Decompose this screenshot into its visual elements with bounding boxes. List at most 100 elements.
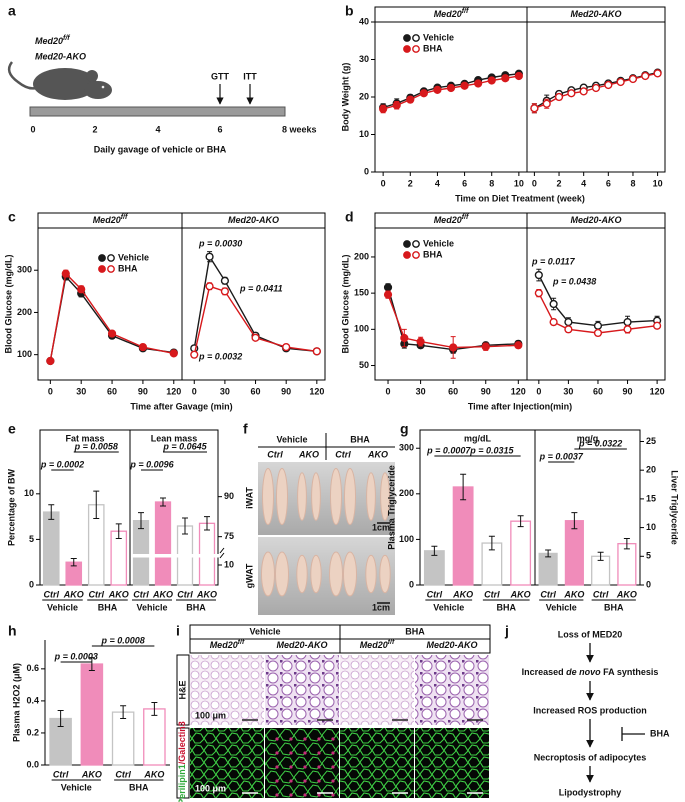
group-label: BHA: [186, 602, 206, 612]
x-tick-label: 60: [448, 386, 458, 396]
annotation: p = 0.0037: [539, 451, 584, 461]
genotype: Ctrl: [267, 449, 283, 459]
error-bar: [204, 516, 210, 531]
error-bar: [160, 497, 166, 507]
x-tick-label: 120: [511, 386, 526, 396]
y-tick-label: 75: [224, 531, 234, 541]
marker: [433, 85, 442, 94]
y-tick-label: 100: [399, 534, 414, 544]
panel-letter: g: [400, 421, 409, 437]
marker: [392, 101, 401, 110]
legend-label: Vehicle: [118, 252, 149, 262]
fat-pad: [311, 472, 321, 521]
y-tick-label: 10: [24, 488, 34, 498]
facet-title: Med20f/f: [434, 8, 469, 19]
marker: [400, 333, 409, 343]
x-tick-label: Ctrl: [133, 589, 149, 599]
side-box: [176, 654, 190, 726]
event-label: ITT: [243, 71, 257, 81]
facet-title-sup: f/f: [462, 8, 469, 15]
x-tick-label: 120: [166, 386, 181, 396]
legend-label: BHA: [423, 43, 443, 53]
plot-frame: [526, 21, 666, 173]
facet-title: mg/g: [577, 433, 599, 443]
marker: [220, 287, 230, 296]
annotation: p = 0.0003: [54, 651, 98, 661]
micrograph: [340, 728, 414, 798]
genotype-sup: f/f: [238, 639, 245, 646]
x-tick-label: AKO: [152, 589, 173, 599]
axis-break: [131, 554, 227, 558]
error-bar: [93, 490, 100, 519]
y-tick-label: 10: [646, 522, 656, 532]
marker: [449, 343, 458, 352]
y-tick-label: 0.6: [26, 663, 39, 673]
facet-title: Med20-AKO: [570, 215, 621, 225]
fat-pad: [344, 468, 356, 525]
facet-title: Lean mass: [151, 433, 198, 443]
x-tick-label: 4: [435, 178, 440, 188]
legend-marker: [403, 34, 411, 42]
bar: [42, 511, 60, 586]
y-tick-label: 15: [646, 493, 656, 503]
annotation: p = 0.0315: [469, 445, 514, 455]
facet-title-text: Med20-AKO: [570, 215, 621, 225]
series-line: [193, 254, 317, 352]
x-tick-label: 120: [650, 386, 665, 396]
marker: [623, 317, 632, 327]
fat-pad: [261, 551, 275, 597]
bar: [154, 501, 172, 586]
marker: [446, 83, 456, 93]
genotype-sup: f/f: [63, 35, 70, 42]
marker: [383, 283, 393, 292]
x-tick-label: 10: [514, 178, 524, 188]
annotation: p = 0.0322: [578, 438, 622, 448]
x-tick-label: Ctrl: [593, 589, 609, 599]
y-tick-label: 100: [17, 349, 32, 359]
marker: [251, 333, 260, 342]
micrograph: [340, 655, 414, 725]
annotation: p = 0.0645: [162, 441, 207, 451]
step-part: de novo: [566, 667, 601, 677]
annotation: p = 0.0007: [426, 445, 471, 455]
marker: [542, 99, 551, 108]
x-axis-label: Time after Injection(min): [468, 401, 572, 411]
error-bar: [571, 512, 578, 530]
marker: [514, 71, 523, 81]
tissue-label: gWAT: [244, 563, 254, 588]
annotation: p = 0.0411: [239, 283, 283, 293]
step: Increased de novo FA synthesis: [522, 667, 659, 677]
y-tick-label: 200: [399, 488, 414, 498]
group-label: Vehicle: [47, 602, 78, 612]
genotype: AKO: [298, 449, 319, 459]
group-label: BHA: [497, 602, 517, 612]
marker: [383, 290, 393, 299]
y-tick-label: 0: [364, 166, 369, 176]
x-tick-label: 4: [581, 178, 586, 188]
error-bar: [517, 515, 524, 528]
error-bar: [48, 504, 55, 520]
x-tick-label: AKO: [196, 589, 217, 599]
marker: [205, 252, 214, 261]
bar: [564, 520, 584, 586]
x-tick-label: AKO: [63, 589, 84, 599]
x-tick-label: 0: [532, 178, 537, 188]
fat-pad: [310, 554, 322, 594]
stain-label: Perilipin1/Galectin3: [177, 721, 187, 802]
micrograph: [265, 728, 339, 798]
timeline-tick: 2: [92, 124, 97, 134]
annotation: p = 0.0008: [100, 635, 144, 645]
marker: [623, 325, 632, 334]
scale-bar-label: 1cm: [372, 522, 390, 532]
y-axis-label: Percentage of BW: [6, 468, 16, 546]
x-tick-label: Ctrl: [177, 589, 193, 599]
bar: [538, 552, 558, 586]
marker: [61, 269, 70, 278]
series-line: [538, 274, 658, 327]
x-tick-label: 90: [481, 386, 491, 396]
stain-part: Perilipin1: [177, 764, 187, 802]
y-axis-label: Body Weight (g): [340, 63, 350, 132]
x-tick-label: AKO: [510, 589, 531, 599]
x-tick-label: 10: [653, 178, 663, 188]
y-axis-label: Plasma H2O2 (μM): [11, 663, 21, 742]
